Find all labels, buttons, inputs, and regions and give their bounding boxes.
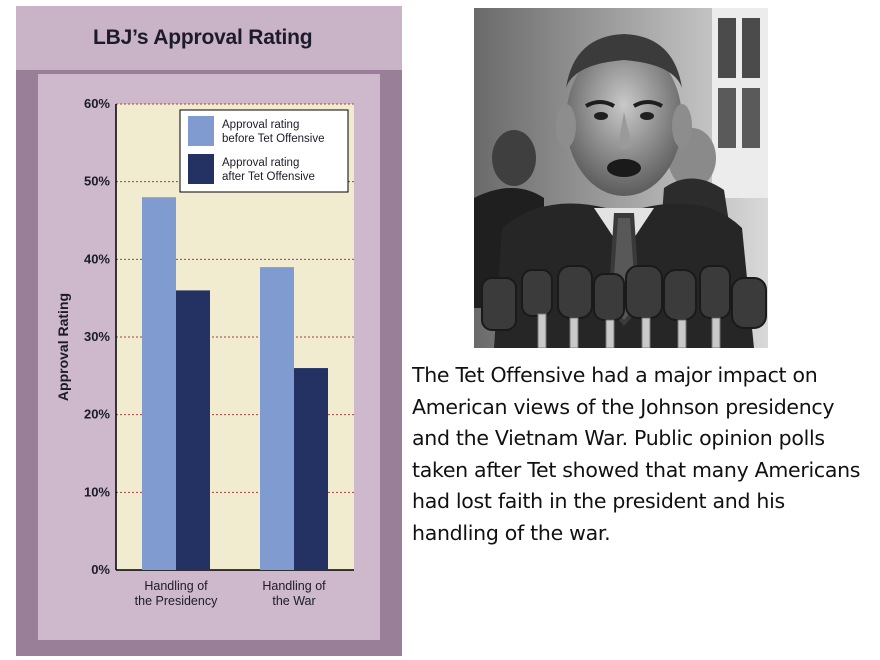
x-tick-label: Handling of: [144, 579, 208, 593]
legend-label: Approval rating: [222, 157, 299, 169]
caption-paragraph: The Tet Offensive had a major impact on …: [412, 363, 861, 545]
chart-panel: LBJ’s Approval Rating 0% 10% 20% 30% 40% 50% 6…: [16, 6, 402, 656]
y-axis-title: Approval Rating: [55, 293, 71, 401]
x-tick-label: the War: [272, 594, 315, 608]
speaker-at-microphones-photo: [474, 8, 768, 348]
y-tick-label: 20%: [84, 407, 110, 422]
chart-title: LBJ’s Approval Rating: [16, 6, 402, 70]
legend-label: before Tet Offensive: [222, 133, 325, 145]
y-tick-label: 40%: [84, 251, 110, 266]
legend-swatch: [188, 154, 214, 184]
bar: [142, 197, 176, 570]
y-tick-label: 30%: [84, 329, 110, 344]
bar-chart: 0% 10% 20% 30% 40% 50% 60% Approval Rating Handl…: [55, 96, 354, 608]
legend-label: after Tet Offensive: [222, 171, 315, 183]
x-tick-label: Handling of: [262, 579, 326, 593]
y-tick-label: 50%: [84, 174, 110, 189]
y-tick-label: 0%: [91, 562, 110, 577]
bar: [294, 368, 328, 570]
y-tick-label: 60%: [84, 96, 110, 111]
x-tick-label: the Presidency: [135, 594, 218, 608]
bar: [176, 290, 210, 570]
bar: [260, 267, 294, 570]
legend-label: Approval rating: [222, 119, 299, 131]
y-tick-label: 10%: [84, 484, 110, 499]
legend-swatch: [188, 116, 214, 146]
chart-inner-panel: 0% 10% 20% 30% 40% 50% 60% Approval Rating Handl…: [38, 74, 380, 640]
